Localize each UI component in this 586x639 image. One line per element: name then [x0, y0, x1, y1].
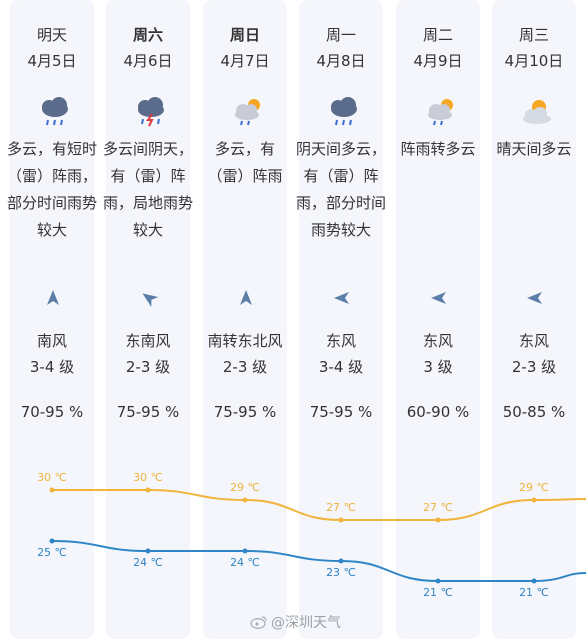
day-label: 周日	[229, 26, 260, 44]
wind-direction: 东风	[422, 332, 453, 350]
weather-description: 多云，有（雷）阵雨	[207, 140, 283, 185]
sun-cloud-rain-icon	[423, 96, 459, 128]
wind-direction: 东南风	[125, 332, 171, 350]
day-label: 周六	[132, 26, 163, 44]
forecast-column: 周日 4月7日多云，有（雷）阵雨南转东北风 2-3 级 75-95 %	[203, 0, 287, 639]
arrow-north-icon	[240, 290, 252, 305]
humidity: 60-90 %	[406, 403, 470, 421]
wind-direction: 东风	[325, 332, 356, 350]
day-label: 明天	[36, 26, 67, 44]
weather-description: 多云间阴天，有（雷）阵雨，局地雨势较大	[102, 140, 193, 239]
date-label: 4月9日	[413, 52, 463, 70]
day-label: 周三	[518, 26, 549, 44]
wind-level: 2-3 级	[222, 358, 268, 376]
humidity: 70-95 %	[20, 403, 84, 421]
forecast-column: 周六 4月6日多云间阴天，有（雷）阵雨，局地雨势较大东南风 2-3 级 75-95 %	[103, 0, 193, 639]
sun-cloud-rain-icon	[230, 96, 266, 128]
weather-description: 阴天间多云，有（雷）阵雨，部分时间雨势较大	[295, 140, 386, 239]
wind-direction: 南风	[36, 332, 67, 350]
date-label: 4月8日	[316, 52, 366, 70]
weather-description: 晴天间多云	[496, 140, 572, 158]
humidity: 75-95 %	[116, 403, 180, 421]
humidity: 50-85 %	[502, 403, 566, 421]
wind-direction: 东风	[518, 332, 549, 350]
weather-description: 阵雨转多云	[400, 140, 476, 158]
wind-level: 3-4 级	[318, 358, 364, 376]
wind-level: 3 级	[423, 358, 453, 376]
date-label: 4月5日	[27, 52, 77, 70]
day-label: 周二	[422, 26, 453, 44]
wind-level: 3-4 级	[29, 358, 75, 376]
arrow-west-icon	[431, 292, 446, 304]
forecast-column: 周二 4月9日阵雨转多云东风 3 级 60-90 %	[396, 0, 480, 639]
arrow-northwest-icon	[142, 293, 158, 307]
thunderstorm-cloud-icon	[133, 96, 169, 128]
thunder-rain-cloud-icon	[326, 96, 362, 128]
date-label: 4月7日	[220, 52, 270, 70]
wind-level: 2-3 级	[125, 358, 171, 376]
thunder-rain-cloud-icon	[37, 96, 73, 128]
weather-description: 多云，有短时（雷）阵雨，部分时间雨势较大	[6, 140, 97, 239]
humidity: 75-95 %	[309, 403, 373, 421]
arrow-west-icon	[334, 292, 349, 304]
wind-level: 2-3 级	[511, 358, 557, 376]
day-label: 周一	[325, 26, 356, 44]
weibo-watermark: @深圳天气	[250, 612, 341, 632]
forecast-column: 周一 4月8日阴天间多云，有（雷）阵雨，部分时间雨势较大东风 3-4 级 75-95 …	[296, 0, 386, 639]
sun-behind-cloud-icon	[519, 96, 555, 128]
watermark-text: @深圳天气	[271, 615, 341, 631]
forecast-column: 周三 4月10日晴天间多云东风 2-3 级 50-85 %	[492, 0, 576, 639]
forecast-column: 明天 4月5日多云，有短时（雷）阵雨，部分时间雨势较大南风 3-4 级 70-95 %	[7, 0, 97, 639]
date-label: 4月6日	[123, 52, 173, 70]
arrow-west-icon	[527, 292, 542, 304]
weibo-icon	[250, 616, 267, 629]
date-label: 4月10日	[504, 52, 564, 70]
humidity: 75-95 %	[213, 403, 277, 421]
wind-direction: 南转东北风	[207, 332, 283, 350]
arrow-north-icon	[47, 290, 59, 305]
